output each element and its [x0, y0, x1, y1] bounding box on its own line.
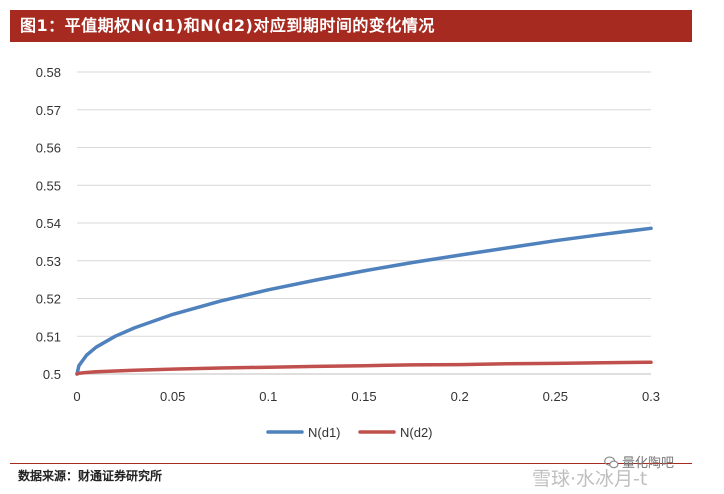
watermark-account-name: 量化陶吧 — [622, 456, 675, 471]
chart-title-bar: 图1：平值期权N(d1)和N(d2)对应到期时间的变化情况 — [10, 10, 692, 42]
watermark-site: 雪球·水冰月-t — [532, 468, 648, 490]
legend-label: N(d1) — [308, 425, 341, 440]
x-tick-label: 0.2 — [451, 389, 469, 404]
x-tick-label: 0.1 — [259, 389, 277, 404]
y-tick-label: 0.54 — [36, 216, 61, 231]
wechat-icon — [604, 456, 619, 469]
y-tick-label: 0.5 — [43, 367, 61, 382]
y-tick-label: 0.55 — [36, 178, 61, 193]
x-tick-label: 0.25 — [543, 389, 568, 404]
series-line-nd2 — [75, 360, 653, 376]
chart-title: 图1：平值期权N(d1)和N(d2)对应到期时间的变化情况 — [20, 16, 435, 35]
x-tick-label: 0.15 — [351, 389, 376, 404]
data-source-note: 数据来源：财通证券研究所 — [18, 469, 163, 483]
y-tick-label: 0.56 — [36, 141, 61, 156]
x-tick-label: 0 — [73, 389, 80, 404]
y-tick-label: 0.53 — [36, 254, 61, 269]
x-tick-label: 0.3 — [642, 389, 660, 404]
y-tick-label: 0.58 — [36, 65, 61, 80]
y-tick-label: 0.51 — [36, 329, 61, 344]
watermark-account: 量化陶吧 — [604, 452, 674, 471]
legend-label: N(d2) — [400, 425, 433, 440]
y-tick-label: 0.52 — [36, 292, 61, 307]
footer-divider — [10, 463, 692, 464]
y-tick-label: 0.57 — [36, 103, 61, 118]
series-line-nd1 — [75, 226, 653, 376]
x-tick-label: 0.05 — [160, 389, 185, 404]
